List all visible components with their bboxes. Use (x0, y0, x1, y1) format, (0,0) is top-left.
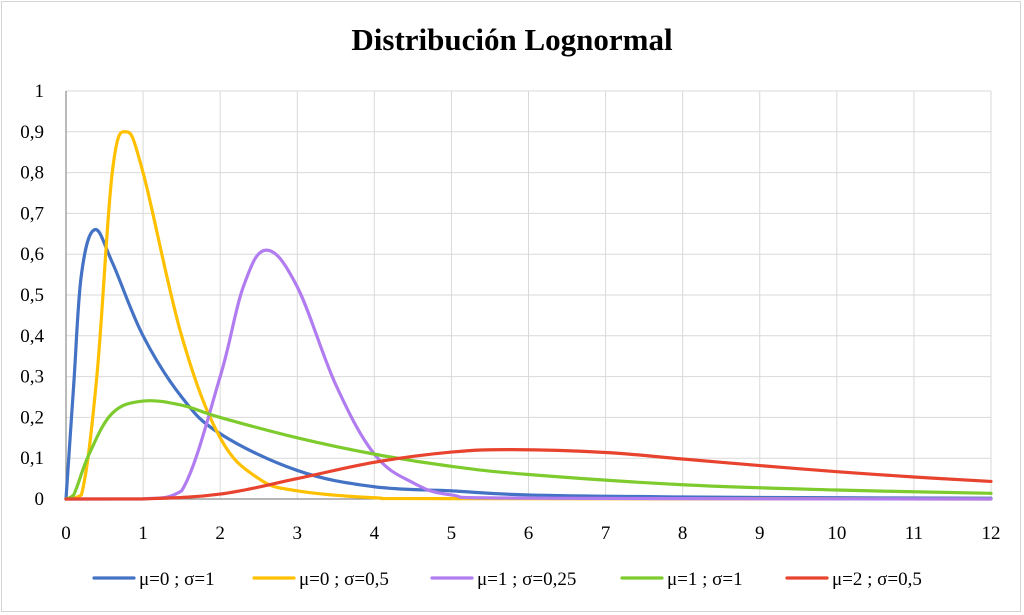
legend-label: μ=0 ; σ=1 (139, 569, 215, 590)
y-tick-label: 0,9 (20, 122, 44, 143)
x-tick-label: 5 (447, 523, 457, 544)
legend-label: μ=1 ; σ=1 (667, 569, 743, 590)
grid-lines (66, 90, 992, 499)
x-tick-label: 6 (524, 523, 534, 544)
x-tick-label: 7 (601, 523, 611, 544)
x-tick-label: 10 (827, 523, 846, 544)
legend-label: μ=0 ; σ=0,5 (299, 569, 389, 590)
y-tick-label: 0 (35, 489, 45, 510)
y-tick-label: 1 (35, 81, 45, 102)
series-line-2 (64, 130, 993, 501)
series-line-3 (64, 248, 993, 501)
y-tick-labels: 0 0,1 0,2 0,3 0,4 0,5 0,6 0,7 0,8 0,9 1 (20, 81, 44, 510)
x-tick-label: 4 (370, 523, 380, 544)
chart-title: Distribución Lognormal (351, 22, 673, 57)
legend-label: μ=2 ; σ=0,5 (832, 569, 922, 590)
x-tick-label: 1 (138, 523, 148, 544)
legend: μ=0 ; σ=1 μ=0 ; σ=0,5 μ=1 ; σ=0,25 μ=1 ; σ=… (92, 569, 922, 590)
y-tick-label: 0,1 (20, 448, 44, 469)
x-tick-label: 12 (982, 523, 1001, 544)
y-tick-label: 0,5 (20, 285, 44, 306)
y-tick-label: 0,4 (20, 326, 44, 347)
x-tick-label: 9 (755, 523, 765, 544)
series-lines (64, 130, 993, 501)
series-line-5 (64, 448, 993, 501)
x-tick-label: 0 (61, 523, 71, 544)
legend-label: μ=1 ; σ=0,25 (477, 569, 576, 590)
x-tick-label: 3 (293, 523, 303, 544)
x-tick-label: 8 (678, 523, 688, 544)
series-line-4 (64, 399, 993, 501)
y-tick-label: 0,2 (20, 407, 44, 428)
y-tick-label: 0,3 (20, 367, 44, 388)
x-tick-labels: 0 1 2 3 4 5 6 7 8 9 10 11 12 (61, 523, 1000, 544)
x-tick-label: 2 (215, 523, 225, 544)
y-tick-label: 0,6 (20, 244, 44, 265)
y-tick-label: 0,7 (20, 203, 44, 224)
x-tick-label: 11 (905, 523, 923, 544)
y-tick-label: 0,8 (20, 163, 44, 184)
